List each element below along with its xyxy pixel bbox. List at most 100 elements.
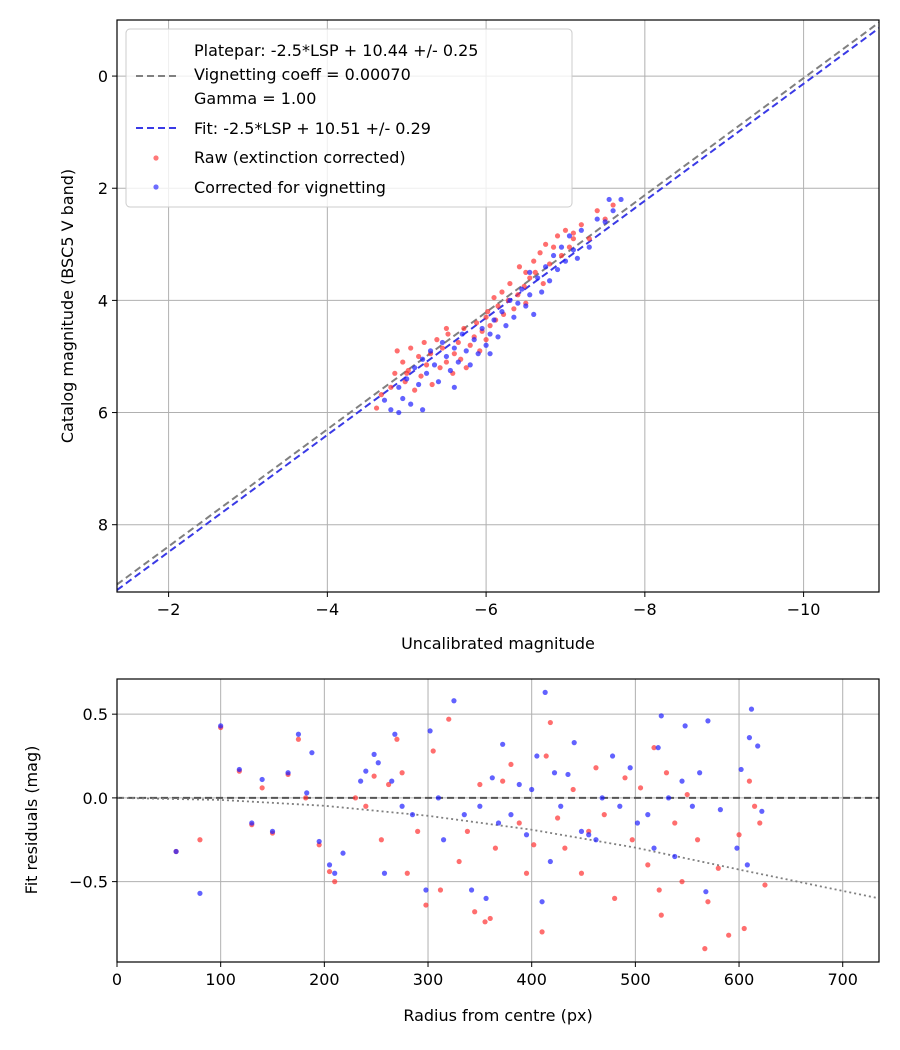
top-x-tick-label: −2 bbox=[157, 600, 181, 619]
bottom-raw-point bbox=[672, 820, 678, 826]
top-raw-point bbox=[463, 365, 469, 371]
bottom-corrected-point bbox=[717, 807, 723, 813]
top-raw-point bbox=[434, 337, 440, 343]
top-raw-point bbox=[570, 230, 577, 236]
bottom-raw-point bbox=[746, 778, 753, 784]
top-ticks: −2 −4 −6 −8 −10 0 2 4 6 8 bbox=[98, 67, 821, 619]
bottom-raw-point bbox=[684, 791, 690, 798]
bottom-corrected-point bbox=[734, 845, 740, 851]
top-plot-frame bbox=[116, 19, 880, 593]
bottom-corrected-point bbox=[269, 828, 276, 834]
bottom-corrected-point bbox=[542, 689, 548, 695]
bottom-raw-point bbox=[562, 845, 568, 851]
top-raw-point bbox=[461, 325, 467, 332]
bottom-corrected-point bbox=[645, 812, 651, 818]
bottom-corrected-point bbox=[451, 698, 457, 704]
bottom-corrected-point bbox=[236, 766, 242, 773]
top-y-tick-label: 6 bbox=[98, 404, 108, 423]
top-x-tick-label: −8 bbox=[633, 600, 657, 619]
top-y-tick-label: 2 bbox=[98, 179, 108, 198]
bottom-raw-point bbox=[430, 748, 436, 754]
top-y-tick-label: 4 bbox=[98, 291, 108, 310]
bottom-x-tick-label: 300 bbox=[413, 970, 444, 989]
top-raw-point bbox=[594, 208, 600, 214]
bottom-corrected-point bbox=[477, 803, 483, 809]
bottom-corrected-point bbox=[578, 828, 585, 834]
top-corrected-point bbox=[483, 342, 489, 348]
top-corrected-point bbox=[463, 348, 469, 354]
bottom-corrected-point bbox=[259, 776, 265, 783]
bottom-corrected-point bbox=[665, 795, 672, 801]
top-corrected-point bbox=[447, 367, 453, 374]
bottom-raw-point bbox=[555, 815, 561, 821]
bottom-corrected-point bbox=[249, 820, 255, 826]
top-raw-point bbox=[388, 384, 394, 390]
bottom-corrected-point bbox=[392, 731, 398, 737]
top-legend: Platepar: -2.5*LSP + 10.44 +/- 0.25 Vign… bbox=[125, 28, 573, 208]
top-corrected-point bbox=[586, 244, 592, 250]
residuals-chart: 0 100 200 300 400 500 600 700 −0.5 0.0 0.5 Radius … bbox=[22, 678, 880, 1025]
bottom-raw-point bbox=[482, 919, 488, 925]
bottom-raw-point bbox=[404, 870, 410, 876]
top-corrected-point bbox=[396, 409, 402, 416]
top-corrected-point bbox=[475, 351, 481, 357]
bottom-corrected-point bbox=[658, 713, 664, 719]
top-raw-point bbox=[437, 365, 443, 371]
top-raw-point bbox=[400, 359, 406, 365]
top-corrected-point bbox=[558, 244, 565, 250]
bottom-corrected-point bbox=[558, 803, 564, 809]
top-corrected-point bbox=[523, 303, 529, 309]
bottom-points-clipped bbox=[173, 689, 768, 952]
bottom-corrected-point bbox=[571, 740, 577, 746]
bottom-corrected-point bbox=[539, 899, 545, 905]
top-corrected-point bbox=[499, 309, 505, 315]
bottom-corrected-point bbox=[197, 890, 203, 896]
bottom-x-tick-label: 0 bbox=[112, 970, 122, 989]
bottom-corrected-point bbox=[389, 778, 395, 784]
bottom-corrected-point bbox=[340, 850, 346, 856]
bottom-raw-point bbox=[371, 773, 377, 779]
top-corrected-point bbox=[503, 323, 509, 329]
bottom-corrected-point bbox=[748, 706, 755, 712]
top-scatter-points bbox=[373, 196, 624, 416]
bottom-raw-point bbox=[694, 837, 701, 843]
top-corrected-point bbox=[562, 258, 569, 264]
bottom-corrected-point bbox=[586, 832, 592, 838]
bottom-plot-frame bbox=[116, 678, 880, 963]
top-raw-point bbox=[443, 325, 450, 332]
bottom-corrected-point bbox=[697, 770, 703, 776]
bottom-corrected-point bbox=[483, 895, 489, 901]
top-corrected-point bbox=[439, 339, 446, 346]
bottom-x-tick-label: 200 bbox=[309, 970, 340, 989]
bottom-raw-point bbox=[508, 761, 514, 768]
top-corrected-point bbox=[594, 216, 600, 222]
bottom-raw-point bbox=[656, 887, 662, 893]
top-raw-point bbox=[543, 241, 549, 247]
top-raw-point bbox=[443, 359, 450, 365]
bottom-corrected-point bbox=[672, 853, 678, 860]
bottom-raw-point bbox=[622, 775, 628, 781]
bottom-corrected-point bbox=[534, 753, 540, 759]
top-raw-point bbox=[527, 275, 533, 281]
top-corrected-point bbox=[423, 370, 430, 376]
top-corrected-point bbox=[543, 264, 549, 270]
bottom-raw-point bbox=[612, 895, 618, 901]
bottom-x-tick-label: 600 bbox=[724, 970, 755, 989]
bottom-raw-point bbox=[197, 837, 203, 843]
top-corrected-point bbox=[412, 365, 418, 371]
top-corrected-point bbox=[546, 278, 553, 284]
bottom-corrected-point bbox=[461, 812, 467, 818]
bottom-raw-point bbox=[715, 865, 721, 871]
top-corrected-point bbox=[495, 334, 501, 340]
bottom-x-tick-label: 500 bbox=[620, 970, 651, 989]
bottom-corrected-point bbox=[371, 751, 377, 757]
top-raw-point bbox=[439, 345, 446, 351]
bottom-corrected-point bbox=[508, 812, 514, 818]
bottom-raw-point bbox=[645, 862, 651, 868]
top-corrected-point bbox=[570, 247, 577, 253]
bottom-corrected-point bbox=[744, 862, 750, 868]
bottom-corrected-point bbox=[423, 887, 429, 893]
top-raw-point bbox=[570, 236, 577, 242]
bottom-x-tick-label: 100 bbox=[205, 970, 236, 989]
top-raw-point bbox=[473, 320, 480, 326]
